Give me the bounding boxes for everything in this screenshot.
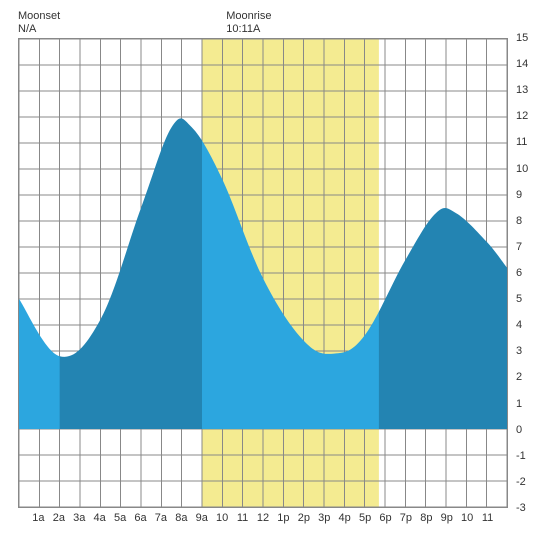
x-tick-label: 2p <box>298 512 310 524</box>
y-tick-label: 6 <box>516 267 522 279</box>
y-tick-label: 8 <box>516 215 522 227</box>
x-tick-label: 8p <box>420 512 432 524</box>
y-tick-label: 13 <box>516 84 528 96</box>
y-tick-label: 5 <box>516 293 522 305</box>
moonset-value: N/A <box>18 23 36 36</box>
x-axis: 1a 2a 3a 4a 5a 6a 7a 8a 9a 10 11 12 1p 2p 3p 4p 5p 6p 7p 8p… <box>18 512 508 532</box>
moonrise-label: Moonrise <box>226 10 271 23</box>
y-tick-label: 12 <box>516 110 528 122</box>
y-tick-label: 0 <box>516 424 522 436</box>
x-tick-label: 3p <box>318 512 330 524</box>
plot-area <box>18 38 508 508</box>
x-tick-label: 9p <box>441 512 453 524</box>
y-tick-label: 3 <box>516 345 522 357</box>
x-tick-label: 3a <box>73 512 85 524</box>
moonrise-value: 10:11A <box>226 23 260 36</box>
y-tick-label: 11 <box>516 136 527 148</box>
x-tick-label: 12 <box>257 512 269 524</box>
x-tick-label: 10 <box>461 512 473 524</box>
x-tick-label: 5p <box>359 512 371 524</box>
x-tick-label: 6a <box>134 512 146 524</box>
y-tick-label: 4 <box>516 319 522 331</box>
y-axis: -3-2-10123456789101112131415 <box>512 38 540 508</box>
y-tick-label: 14 <box>516 58 528 70</box>
moonset-label: Moonset <box>18 10 60 23</box>
x-tick-label: 9a <box>196 512 208 524</box>
x-tick-label: 7a <box>155 512 167 524</box>
y-tick-label: 9 <box>516 189 522 201</box>
x-tick-label: 7p <box>400 512 412 524</box>
y-tick-label: -3 <box>516 502 526 514</box>
y-tick-label: 10 <box>516 163 528 175</box>
y-tick-label: -1 <box>516 450 526 462</box>
x-tick-label: 1a <box>32 512 44 524</box>
y-tick-label: 1 <box>516 398 522 410</box>
y-tick-label: 15 <box>516 32 528 44</box>
y-tick-label: 2 <box>516 371 522 383</box>
x-tick-label: 4a <box>94 512 106 524</box>
tide-chart: Moonset N/A Moonrise 10:11A -3-2-1012345… <box>10 10 540 540</box>
x-tick-label: 2a <box>53 512 65 524</box>
x-tick-label: 6p <box>379 512 391 524</box>
y-tick-label: 7 <box>516 241 522 253</box>
top-annotations: Moonset N/A Moonrise 10:11A <box>10 10 540 38</box>
x-tick-label: 11 <box>482 512 493 524</box>
x-tick-label: 1p <box>277 512 289 524</box>
x-tick-label: 10 <box>216 512 228 524</box>
x-tick-label: 8a <box>175 512 187 524</box>
x-tick-label: 5a <box>114 512 126 524</box>
x-tick-label: 11 <box>237 512 248 524</box>
x-tick-label: 4p <box>339 512 351 524</box>
plot-svg <box>19 39 507 507</box>
y-tick-label: -2 <box>516 476 526 488</box>
